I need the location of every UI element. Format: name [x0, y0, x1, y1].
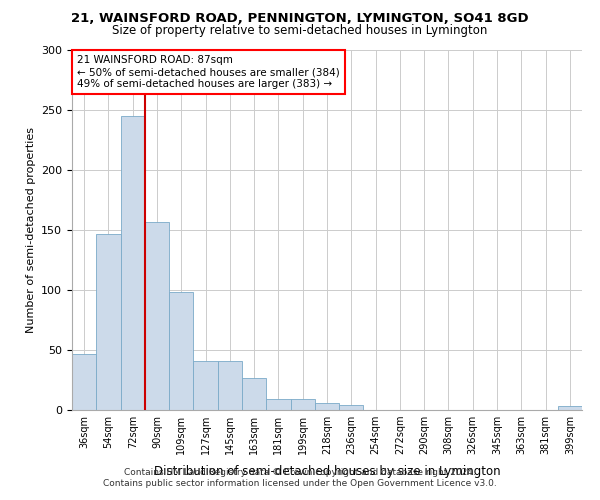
Bar — [121, 116, 145, 410]
Bar — [96, 234, 121, 410]
Text: 21, WAINSFORD ROAD, PENNINGTON, LYMINGTON, SO41 8GD: 21, WAINSFORD ROAD, PENNINGTON, LYMINGTO… — [71, 12, 529, 25]
Bar — [218, 361, 242, 410]
Text: 21 WAINSFORD ROAD: 87sqm
← 50% of semi-detached houses are smaller (384)
49% of : 21 WAINSFORD ROAD: 87sqm ← 50% of semi-d… — [77, 56, 340, 88]
Bar — [72, 354, 96, 410]
Bar — [290, 399, 315, 410]
X-axis label: Distribution of semi-detached houses by size in Lymington: Distribution of semi-detached houses by … — [154, 466, 500, 478]
Bar — [266, 399, 290, 410]
Text: Contains HM Land Registry data © Crown copyright and database right 2024.
Contai: Contains HM Land Registry data © Crown c… — [103, 468, 497, 487]
Bar — [558, 406, 582, 410]
Bar — [193, 361, 218, 410]
Bar — [145, 222, 169, 410]
Text: Size of property relative to semi-detached houses in Lymington: Size of property relative to semi-detach… — [112, 24, 488, 37]
Bar — [339, 405, 364, 410]
Bar — [169, 292, 193, 410]
Y-axis label: Number of semi-detached properties: Number of semi-detached properties — [26, 127, 35, 333]
Bar — [315, 403, 339, 410]
Bar — [242, 378, 266, 410]
